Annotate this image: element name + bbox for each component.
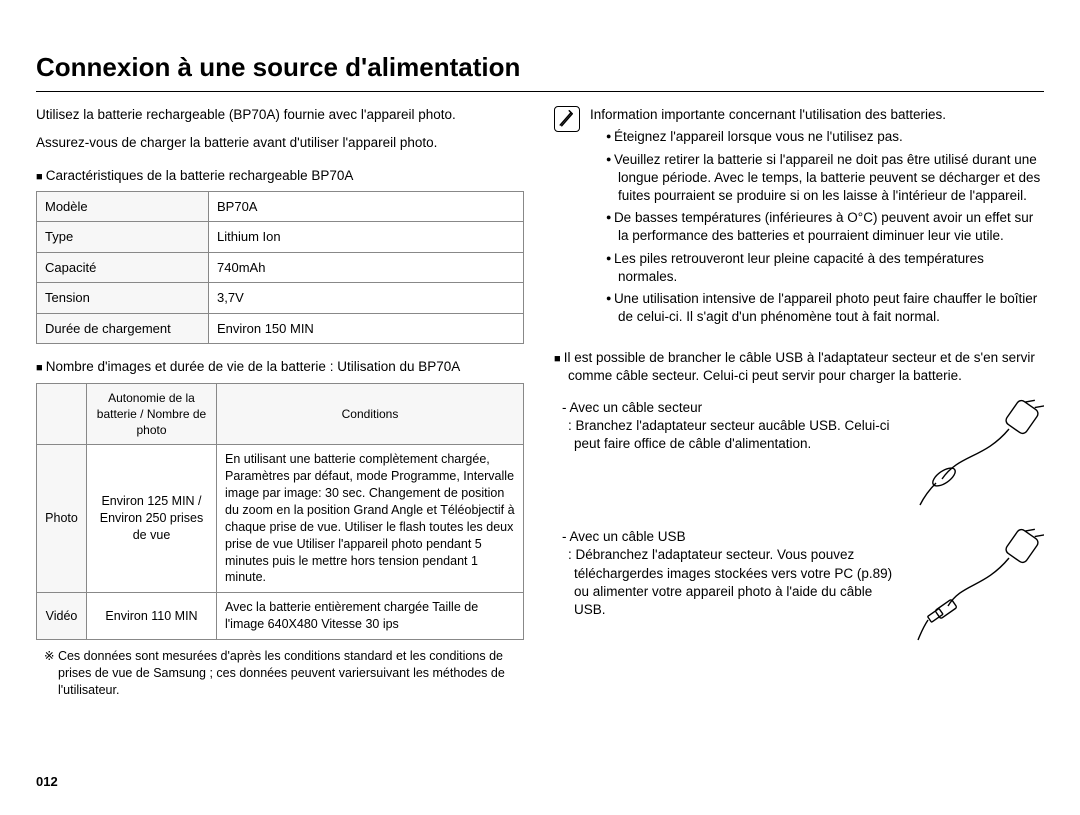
plug-with-adapter-icon bbox=[914, 399, 1044, 514]
spec-table: ModèleBP70A TypeLithium Ion Capacité740m… bbox=[36, 191, 524, 345]
page-number: 012 bbox=[36, 773, 58, 791]
footnote: Ces données sont mesurées d'après les co… bbox=[36, 648, 524, 699]
note-bullets: Éteignez l'appareil lorsque vous ne l'ut… bbox=[590, 128, 1044, 326]
spec-heading: Caractéristiques de la batterie recharge… bbox=[36, 167, 524, 185]
note-title: Information importante concernant l'util… bbox=[590, 107, 946, 122]
table-row: Tension3,7V bbox=[37, 283, 524, 314]
table-row: Photo Environ 125 MIN / Environ 250 pris… bbox=[37, 445, 524, 593]
list-item: Les piles retrouveront leur pleine capac… bbox=[606, 250, 1044, 286]
list-item: Éteignez l'appareil lorsque vous ne l'ut… bbox=[606, 128, 1044, 146]
plug-with-usb-icon bbox=[914, 528, 1044, 653]
intro-1: Utilisez la batterie rechargeable (BP70A… bbox=[36, 106, 524, 124]
table-row: Vidéo Environ 110 MIN Avec la batterie e… bbox=[37, 593, 524, 640]
note-block: Information importante concernant l'util… bbox=[590, 106, 1044, 330]
right-column: Information importante concernant l'util… bbox=[554, 106, 1044, 709]
intro-2: Assurez-vous de charger la batterie avan… bbox=[36, 134, 524, 152]
table-header-row: Autonomie de la batterie / Nombre de pho… bbox=[37, 383, 524, 445]
page-title: Connexion à une source d'alimentation bbox=[36, 50, 1044, 92]
usage-heading: Nombre d'images et durée de vie de la ba… bbox=[36, 358, 524, 376]
table-row: ModèleBP70A bbox=[37, 191, 524, 222]
left-column: Utilisez la batterie rechargeable (BP70A… bbox=[36, 106, 524, 709]
cable-secteur-text: - Avec un câble secteur Branchez l'adapt… bbox=[562, 399, 898, 454]
usb-note: Il est possible de brancher le câble USB… bbox=[554, 349, 1044, 385]
list-item: Veuillez retirer la batterie si l'appare… bbox=[606, 151, 1044, 206]
table-row: Capacité740mAh bbox=[37, 252, 524, 283]
list-item: Une utilisation intensive de l'appareil … bbox=[606, 290, 1044, 326]
table-row: TypeLithium Ion bbox=[37, 222, 524, 253]
table-row: Durée de chargementEnviron 150 MIN bbox=[37, 313, 524, 344]
note-icon bbox=[554, 106, 580, 132]
cable-usb-text: - Avec un câble USB Débranchez l'adaptat… bbox=[562, 528, 898, 619]
usage-table: Autonomie de la batterie / Nombre de pho… bbox=[36, 383, 524, 640]
list-item: De basses températures (inférieures à O°… bbox=[606, 209, 1044, 245]
